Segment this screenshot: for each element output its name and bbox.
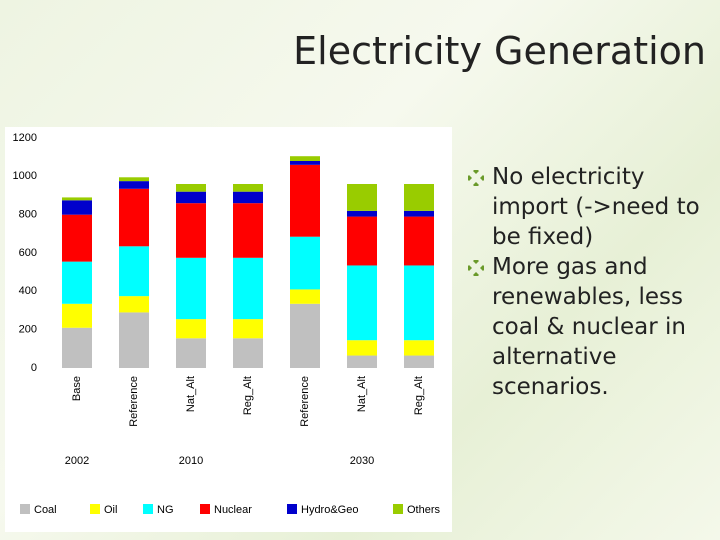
bar-segment <box>176 257 206 320</box>
bar-segment <box>176 338 206 368</box>
legend-label: Oil <box>104 504 117 516</box>
bar-segment <box>404 210 434 217</box>
bar-segment <box>176 319 206 339</box>
bar-segment <box>119 312 149 368</box>
legend-label: Others <box>407 504 441 516</box>
bar-segment <box>347 340 377 356</box>
y-tick-label: 600 <box>19 247 37 259</box>
bullet-diamond <box>473 260 479 264</box>
bar-segment <box>347 265 377 341</box>
bar-segment <box>404 355 434 368</box>
group-label: 2030 <box>350 455 374 467</box>
bar-segment <box>176 191 206 204</box>
bullet-list: No electricity import (->need to be fixe… <box>468 162 718 402</box>
x-tick-label: Nat_Alt <box>185 376 197 412</box>
legend-swatch <box>90 504 100 514</box>
group-label: 2002 <box>65 455 89 467</box>
bar-segment <box>404 340 434 356</box>
bar-segment <box>62 200 92 215</box>
x-tick-label: Reference <box>299 376 311 427</box>
group-label: 2010 <box>179 455 203 467</box>
bar-segment <box>233 184 263 192</box>
bullet-diamond <box>473 182 479 186</box>
bar-segment <box>290 289 320 304</box>
bar-segment <box>347 216 377 266</box>
bullet: More gas and renewables, less coal & nuc… <box>468 252 718 402</box>
bar-segment <box>176 184 206 192</box>
x-tick-label: Reference <box>128 376 140 427</box>
legend-swatch <box>287 504 297 514</box>
bar-segment <box>119 181 149 189</box>
bar-segment <box>404 216 434 266</box>
bar-segment <box>347 210 377 217</box>
bar-segment <box>233 338 263 368</box>
bar-segment <box>62 214 92 262</box>
x-tick-label: Nat_Alt <box>356 376 368 412</box>
bar-segment <box>233 319 263 339</box>
bar-segment <box>347 184 377 211</box>
bar-segment <box>290 156 320 161</box>
legend-label: Hydro&Geo <box>301 504 358 516</box>
bar-segment <box>119 177 149 182</box>
chart: 0 200 400 600 800 1000 1200 Base Reference Nat_Al… <box>13 132 441 516</box>
legend-label: NG <box>157 504 174 516</box>
bar-segment <box>176 203 206 258</box>
bar-segment <box>62 303 92 328</box>
bar-segment <box>233 191 263 204</box>
bullet: No electricity import (->need to be fixe… <box>468 162 718 252</box>
bar-segment <box>119 296 149 313</box>
bar-segment <box>290 161 320 165</box>
bar-segment <box>404 184 434 211</box>
bullet-text: More gas and renewables, less coal & nuc… <box>492 254 686 400</box>
bar-segment <box>62 327 92 368</box>
slide-title: Electricity Generation <box>293 29 706 73</box>
bullet-diamond <box>480 265 484 271</box>
bullet-diamond <box>468 265 472 271</box>
bullet-diamond <box>480 175 484 181</box>
x-tick-label: Base <box>71 376 83 401</box>
y-tick-label: 1000 <box>13 170 37 182</box>
bar-segment <box>290 164 320 237</box>
bar-segment <box>62 261 92 304</box>
legend-swatch <box>143 504 153 514</box>
bar-segment <box>62 197 92 201</box>
x-tick-label: Reg_Alt <box>242 376 254 415</box>
bar-segment <box>119 188 149 247</box>
bar-segment <box>347 355 377 368</box>
bullet-icon <box>468 170 484 186</box>
y-tick-label: 1200 <box>13 132 37 144</box>
legend-swatch <box>200 504 210 514</box>
legend-swatch <box>393 504 403 514</box>
legend-label: Coal <box>34 504 57 516</box>
bullet-text: No electricity import (->need to be fixe… <box>492 164 700 250</box>
bar-segment <box>290 303 320 368</box>
bar-segment <box>404 265 434 341</box>
legend-swatch <box>20 504 30 514</box>
bullet-icon <box>468 260 484 276</box>
bullet-diamond <box>473 272 479 276</box>
bar-segment <box>290 236 320 290</box>
legend-label: Nuclear <box>214 504 252 516</box>
bar-segment <box>119 246 149 297</box>
y-tick-label: 200 <box>19 324 37 336</box>
bar-segment <box>233 257 263 320</box>
bar-segment <box>233 203 263 258</box>
bullet-diamond <box>468 175 472 181</box>
y-tick-label: 800 <box>19 209 37 221</box>
x-tick-label: Reg_Alt <box>413 376 425 415</box>
y-tick-label: 400 <box>19 285 37 297</box>
bullet-diamond <box>473 170 479 174</box>
y-tick-label: 0 <box>31 362 37 374</box>
